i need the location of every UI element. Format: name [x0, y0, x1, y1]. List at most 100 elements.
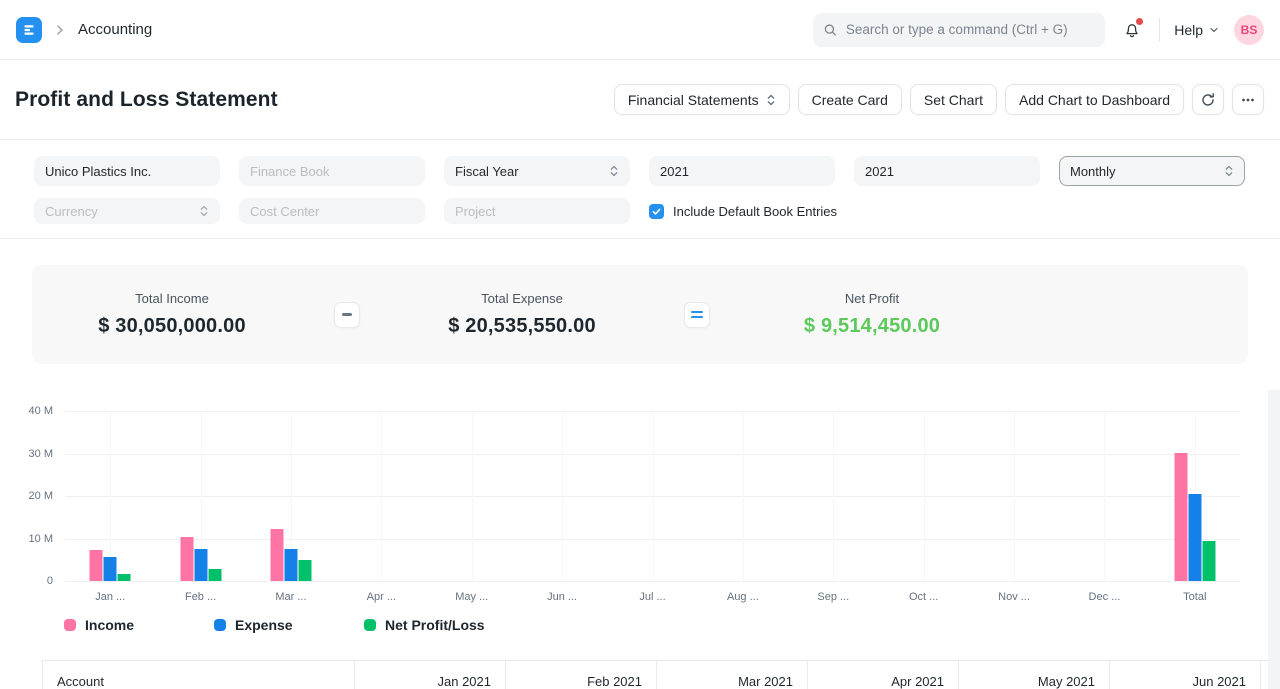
project-input[interactable]	[455, 203, 619, 219]
refresh-button[interactable]	[1192, 84, 1224, 115]
bell-icon	[1126, 23, 1138, 37]
y-axis-tick: 20 M	[28, 490, 53, 502]
include-default-book-entries-label: Include Default Book Entries	[673, 203, 838, 219]
end-year-filter[interactable]	[854, 156, 1040, 186]
x-axis-tick: Mar ...	[275, 591, 307, 603]
cost-center-filter[interactable]	[239, 198, 425, 224]
profit-loss-bar-chart: 40 M 30 M 20 M 10 M 0 Jan ... Feb ... Mar ... Ap…	[0, 403, 1280, 615]
global-search[interactable]	[813, 12, 1106, 47]
end-year-input[interactable]	[865, 163, 1029, 179]
total-expense-card: Total Expense $ 20,535,550.00	[382, 291, 662, 338]
project-filter[interactable]	[444, 198, 630, 224]
company-filter[interactable]	[34, 156, 220, 186]
notifications-button[interactable]	[1119, 17, 1145, 43]
gridline-vertical	[200, 411, 202, 581]
bar-expense	[1188, 493, 1202, 581]
column-header-feb-2021[interactable]: Feb 2021	[506, 661, 657, 689]
filter-row-2: Currency Include Default Book Entries	[34, 198, 1280, 224]
column-header-may-2021[interactable]: May 2021	[959, 661, 1110, 689]
page-head: Profit and Loss Statement Financial Stat…	[0, 60, 1280, 140]
total-expense-label: Total Expense	[481, 291, 563, 306]
set-chart-button[interactable]: Set Chart	[909, 84, 998, 115]
add-chart-to-dashboard-button[interactable]: Add Chart to Dashboard	[1005, 84, 1184, 115]
y-axis-tick: 30 M	[28, 447, 53, 460]
total-expense-value: $ 20,535,550.00	[448, 315, 596, 337]
menu-button[interactable]	[1232, 84, 1264, 115]
select-updown-icon	[610, 165, 618, 177]
net-profit-value: $ 9,514,450.00	[803, 315, 941, 337]
include-default-book-entries-checkbox[interactable]	[649, 203, 664, 219]
breadcrumb-chevron-icon	[57, 24, 63, 35]
breadcrumb-accounting[interactable]: Accounting	[78, 21, 153, 38]
legend-label: Income	[85, 617, 135, 633]
periodicity-select[interactable]: Monthly	[1059, 156, 1245, 186]
bar-net-profit-loss	[117, 573, 131, 581]
chart-legend: Income Expense Net Profit/Loss	[64, 617, 1280, 633]
gridline-vertical	[381, 411, 383, 581]
scrollbar[interactable]	[1268, 390, 1280, 689]
bar-group	[180, 536, 222, 581]
gridline-vertical	[110, 411, 112, 581]
x-axis-tick: Dec ...	[1088, 591, 1121, 603]
gridline-vertical	[562, 411, 564, 581]
include-default-book-entries: Include Default Book Entries	[649, 198, 837, 224]
x-axis-tick: Jul ...	[639, 591, 666, 603]
currency-select[interactable]: Currency	[34, 198, 220, 224]
column-header-mar-2021[interactable]: Mar 2021	[657, 661, 808, 689]
gridline-vertical	[290, 411, 292, 581]
x-axis-tick: Feb ...	[184, 591, 217, 603]
column-header-jun-2021[interactable]: Jun 2021	[1110, 661, 1261, 689]
search-input[interactable]	[845, 22, 1096, 37]
x-axis-tick: Total	[1183, 591, 1207, 603]
erpnext-logo[interactable]	[16, 16, 42, 43]
gridline	[65, 581, 1240, 582]
legend-label: Net Profit/Loss	[385, 617, 485, 633]
gridline-vertical	[742, 411, 744, 581]
bar-income	[89, 549, 103, 581]
bar-income	[270, 528, 284, 581]
navbar: Accounting Help BS	[0, 0, 1280, 60]
finance-book-filter[interactable]	[239, 156, 425, 186]
legend-item: Expense	[214, 617, 364, 633]
bar-group	[1174, 453, 1216, 581]
net-profit-card: Net Profit $ 9,514,450.00	[732, 291, 1012, 338]
filter-section: Fiscal Year Monthly Currency	[0, 140, 1280, 239]
summary-cards: Total Income $ 30,050,000.00 Total Expen…	[32, 265, 1248, 364]
ellipsis-icon	[1242, 98, 1254, 101]
finance-book-input[interactable]	[250, 163, 414, 179]
column-header-account[interactable]: Account	[43, 661, 355, 689]
page-actions: Financial Statements Create Card Set Cha…	[613, 84, 1264, 115]
help-menu[interactable]: Help	[1174, 22, 1220, 38]
period-basis-select[interactable]: Fiscal Year	[444, 156, 630, 186]
select-updown-icon	[200, 205, 208, 217]
y-axis-tick: 10 M	[28, 532, 53, 545]
bar-net-profit-loss	[208, 568, 222, 581]
chevron-down-icon	[1210, 27, 1218, 32]
column-header-jan-2021[interactable]: Jan 2021	[355, 661, 506, 689]
x-axis-tick: Nov ...	[998, 591, 1030, 603]
gridline-vertical	[833, 411, 835, 581]
bar-expense	[103, 557, 117, 581]
avatar[interactable]: BS	[1234, 14, 1264, 45]
gridline-vertical	[471, 411, 473, 581]
filter-row-1: Fiscal Year Monthly	[34, 156, 1280, 186]
bar-net-profit-loss	[1202, 540, 1216, 581]
column-header-apr-2021[interactable]: Apr 2021	[808, 661, 959, 689]
start-year-filter[interactable]	[649, 156, 835, 186]
check-icon	[652, 208, 661, 215]
gridline-vertical	[923, 411, 925, 581]
chart-plot-area: 40 M 30 M 20 M 10 M 0 Jan ... Feb ... Mar ... Ap…	[29, 405, 1240, 603]
report-select-button[interactable]: Financial Statements	[613, 84, 790, 115]
create-card-button[interactable]: Create Card	[797, 84, 902, 115]
legend-swatch	[364, 619, 376, 631]
notification-dot	[1136, 17, 1144, 25]
x-axis-tick: Sep ...	[817, 591, 850, 603]
gridline-vertical	[1104, 411, 1106, 581]
bar-net-profit-loss	[298, 560, 312, 581]
bar-expense	[284, 549, 298, 581]
select-updown-icon	[767, 94, 774, 105]
cost-center-input[interactable]	[250, 203, 414, 219]
company-input[interactable]	[45, 163, 209, 179]
start-year-input[interactable]	[660, 163, 824, 179]
search-icon	[824, 23, 837, 36]
